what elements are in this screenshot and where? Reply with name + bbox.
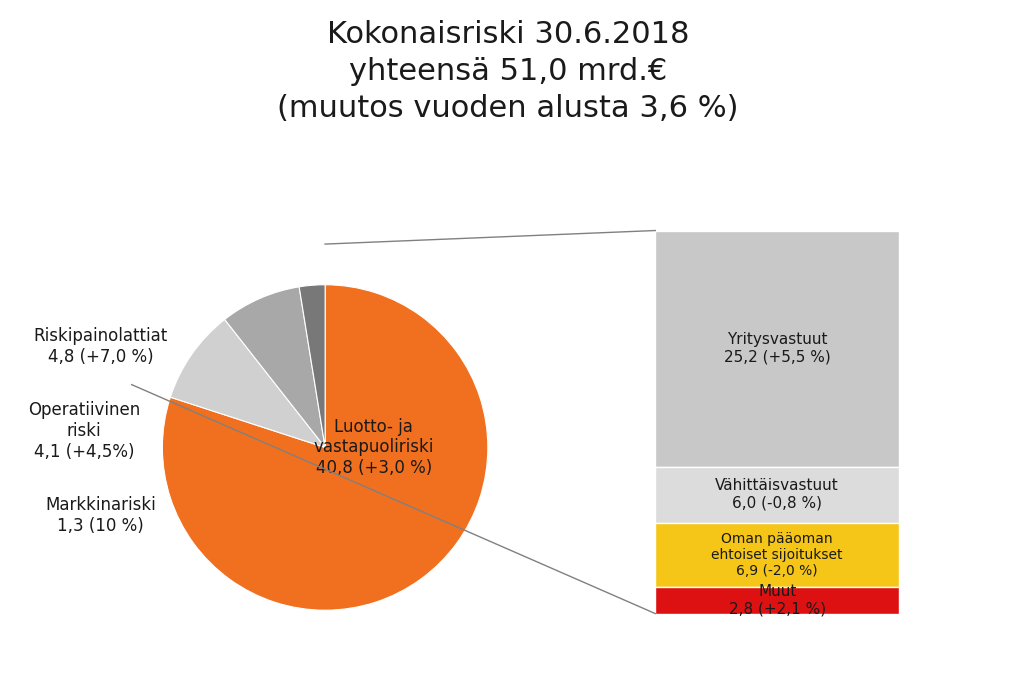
Text: Operatiivinen
riski
4,1 (+4,5%): Operatiivinen riski 4,1 (+4,5%) xyxy=(28,401,140,461)
FancyBboxPatch shape xyxy=(655,523,899,587)
Text: Luotto- ja
vastapuoliriski
40,8 (+3,0 %): Luotto- ja vastapuoliriski 40,8 (+3,0 %) xyxy=(314,418,434,477)
Wedge shape xyxy=(225,287,325,447)
Text: Yritysvastuut
25,2 (+5,5 %): Yritysvastuut 25,2 (+5,5 %) xyxy=(723,332,831,365)
Text: Kokonaisriski 30.6.2018
yhteensä 51,0 mrd.€
(muutos vuoden alusta 3,6 %): Kokonaisriski 30.6.2018 yhteensä 51,0 mr… xyxy=(277,20,739,123)
Text: Vähittäisvastuut
6,0 (-0,8 %): Vähittäisvastuut 6,0 (-0,8 %) xyxy=(715,479,839,511)
Text: Muut
2,8 (+2,1 %): Muut 2,8 (+2,1 %) xyxy=(728,584,826,617)
FancyBboxPatch shape xyxy=(655,466,899,523)
FancyBboxPatch shape xyxy=(655,231,899,466)
Text: Oman pääoman
ehtoiset sijoitukset
6,9 (-2,0 %): Oman pääoman ehtoiset sijoitukset 6,9 (-… xyxy=(711,532,843,578)
Wedge shape xyxy=(299,285,325,447)
Text: Markkinariski
1,3 (10 %): Markkinariski 1,3 (10 %) xyxy=(45,496,155,535)
Wedge shape xyxy=(163,285,488,610)
Wedge shape xyxy=(171,319,325,447)
FancyBboxPatch shape xyxy=(655,587,899,614)
Text: Riskipainolattiat
4,8 (+7,0 %): Riskipainolattiat 4,8 (+7,0 %) xyxy=(34,327,168,366)
